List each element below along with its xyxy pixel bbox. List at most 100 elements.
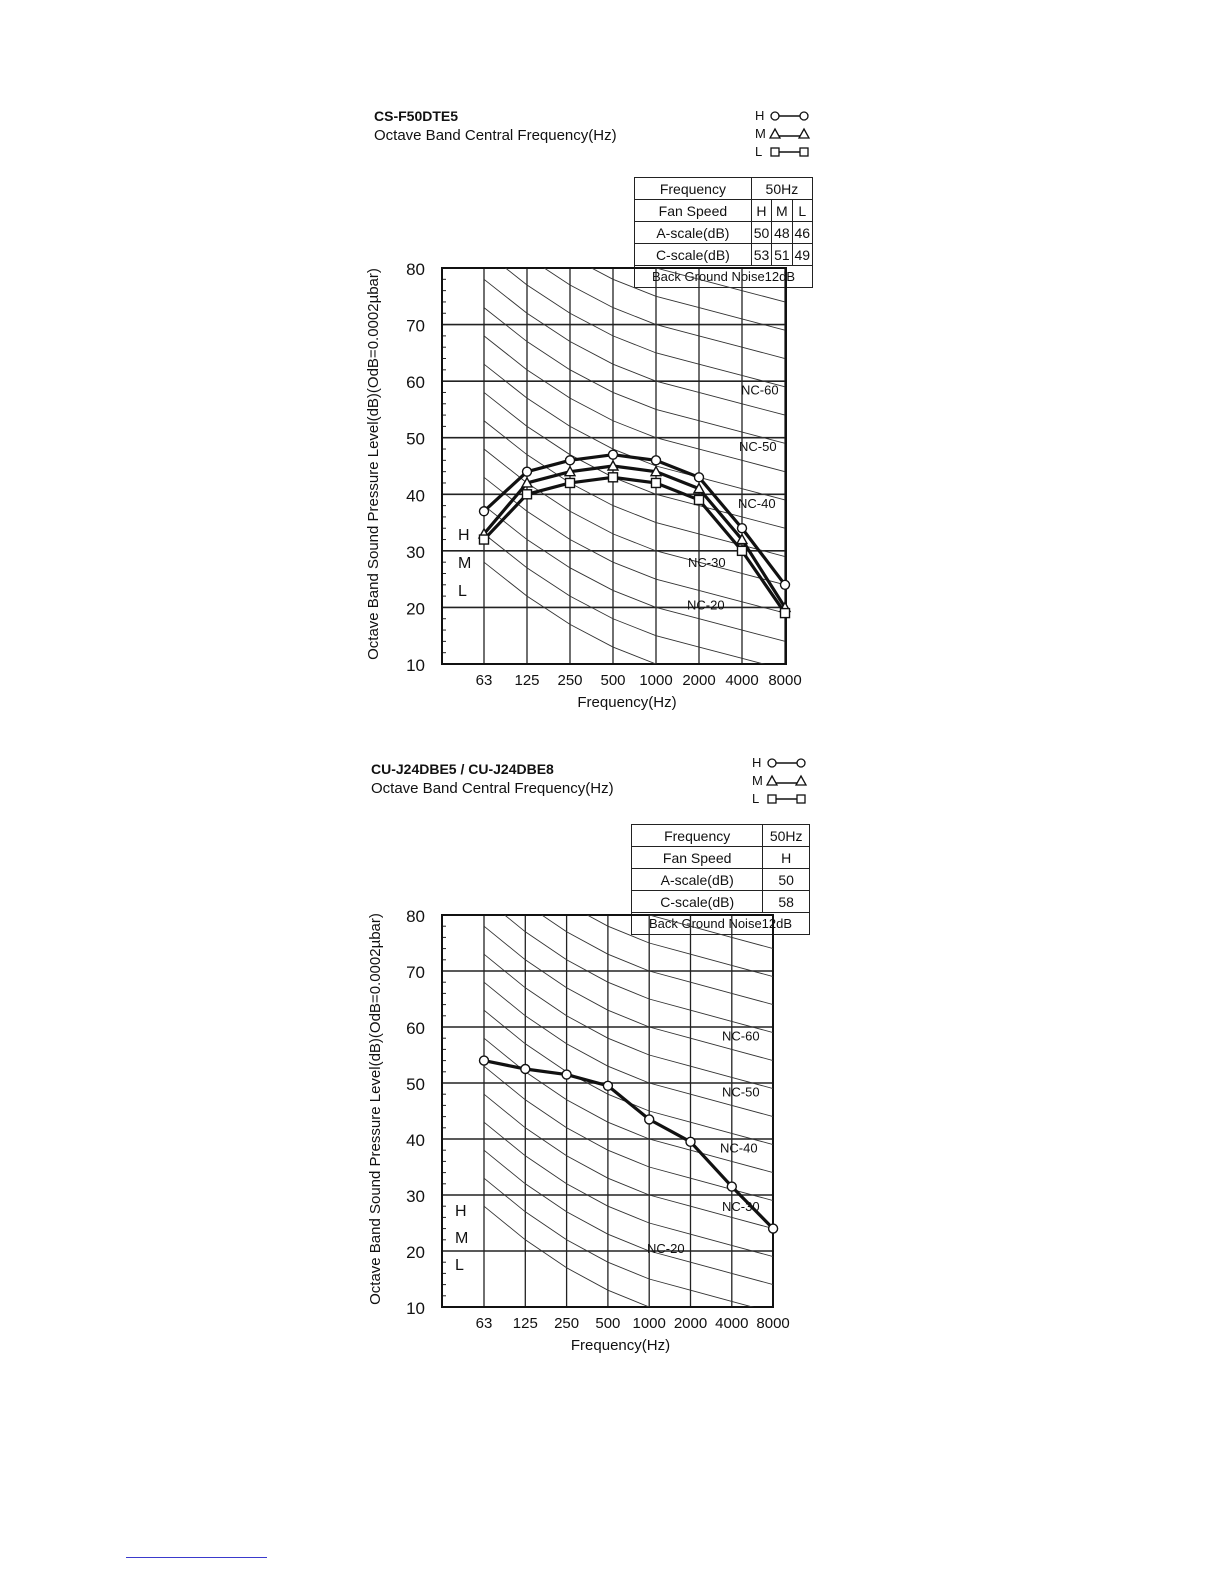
a-scale-label: A-scale(dB) bbox=[634, 221, 752, 244]
x-tick-label: 2000 bbox=[674, 1315, 707, 1332]
nc-curve bbox=[483, 981, 773, 1118]
c-scale-h: 58 bbox=[762, 890, 810, 913]
legend-item-h: H bbox=[752, 755, 812, 771]
data-point-l bbox=[693, 494, 705, 506]
legend-item-l: L bbox=[755, 144, 815, 160]
data-point-h bbox=[520, 1063, 531, 1075]
a-scale-label: A-scale(dB) bbox=[630, 868, 764, 891]
a-scale-row: A-scale(dB) 50 bbox=[630, 868, 810, 891]
y-tick-label: 80 bbox=[406, 907, 425, 926]
y-tick-label: 40 bbox=[406, 486, 425, 505]
nc-curves bbox=[483, 915, 773, 1307]
x-tick-label: 63 bbox=[476, 672, 493, 689]
nc-curve bbox=[483, 448, 786, 586]
legend-label: M bbox=[752, 773, 763, 788]
nc-curve bbox=[483, 925, 773, 1062]
nc-label: NC-50 bbox=[722, 1084, 760, 1099]
nc-curve bbox=[543, 268, 786, 359]
y-tick-label: 40 bbox=[406, 1131, 425, 1150]
nc-label: NC-40 bbox=[738, 496, 776, 511]
side-letter-h: H bbox=[455, 1203, 467, 1220]
data-point-l bbox=[779, 607, 791, 619]
a-scale-row: A-scale(dB) 50 48 46 bbox=[634, 221, 814, 244]
y-tick-label: 10 bbox=[406, 656, 425, 675]
data-point-h bbox=[478, 1055, 490, 1066]
nc-curve bbox=[483, 1037, 773, 1174]
nc-curve bbox=[483, 953, 773, 1090]
data-point-h bbox=[767, 1223, 779, 1234]
triangle-marker-icon bbox=[769, 127, 811, 139]
sound-info-table: Frequency 50Hz Fan Speed H M L A-scale(d… bbox=[634, 177, 814, 288]
legend-item-h: H bbox=[755, 108, 815, 124]
background-noise-row: Back Ground Noise12dB bbox=[631, 912, 810, 935]
sound-info-table: Frequency 50Hz Fan Speed H A-scale(dB) 5… bbox=[630, 824, 810, 935]
x-tick-label: 8000 bbox=[756, 1315, 789, 1332]
nc-curve bbox=[504, 268, 786, 388]
legend-label: L bbox=[752, 791, 760, 806]
footer-rule bbox=[126, 1557, 267, 1558]
data-point-m bbox=[735, 533, 749, 545]
data-point-h bbox=[521, 466, 533, 477]
nc-curve bbox=[541, 915, 773, 1006]
plot-top: 10 20 30 40 50 60 70 80 63 125 250 500 1000 2000 4000 8… bbox=[365, 260, 802, 711]
chart-title: CU-J24DBE5 / CU-J24DBE8 bbox=[371, 761, 554, 777]
x-axis-title: Frequency(Hz) bbox=[577, 694, 676, 711]
nc-label: NC-40 bbox=[720, 1140, 758, 1155]
nc-curve bbox=[483, 1177, 755, 1307]
y-tick-label: 70 bbox=[406, 963, 425, 982]
nc-curve bbox=[590, 268, 786, 331]
chart-title: CS-F50DTE5 bbox=[374, 108, 459, 124]
data-point-l bbox=[478, 534, 490, 545]
x-tick-label: 4000 bbox=[725, 672, 758, 689]
data-point-m bbox=[649, 465, 663, 477]
nc-curve bbox=[483, 476, 786, 614]
y-axis-title: Octave Band Sound Pressure Level(dB)(OdB… bbox=[367, 913, 384, 1305]
nc-curve bbox=[483, 1093, 773, 1230]
x-tick-label: 250 bbox=[557, 672, 582, 689]
y-tick-label: 80 bbox=[406, 260, 425, 279]
background-noise-note: Back Ground Noise12dB bbox=[631, 912, 810, 935]
nc-curves bbox=[483, 268, 786, 664]
x-tick-label: 125 bbox=[514, 672, 539, 689]
plot-bottom: 10 20 30 40 50 60 70 80 63 125 250 500 1000 2000 4000 8… bbox=[367, 907, 790, 1354]
background-noise-row: Back Ground Noise12dB bbox=[634, 265, 813, 288]
data-point-l bbox=[521, 489, 533, 500]
circle-marker-icon bbox=[770, 111, 809, 121]
side-letter-m: M bbox=[455, 1230, 468, 1247]
data-point-h bbox=[650, 455, 662, 466]
data-point-h bbox=[478, 506, 490, 517]
data-point-h bbox=[693, 472, 705, 483]
y-tick-label: 60 bbox=[406, 1019, 425, 1038]
data-point-l bbox=[607, 472, 619, 483]
legend-item-l: L bbox=[752, 791, 812, 807]
data-point-m bbox=[563, 465, 577, 477]
data-point-h bbox=[564, 455, 576, 466]
square-marker-icon bbox=[767, 794, 806, 804]
nc-label: NC-50 bbox=[739, 439, 777, 454]
a-scale-h: 50 bbox=[750, 221, 773, 244]
legend-label: H bbox=[752, 755, 762, 770]
series-line-l bbox=[482, 475, 787, 614]
chart-subtitle: Octave Band Central Frequency(Hz) bbox=[371, 780, 614, 797]
nc-curve bbox=[483, 505, 786, 642]
nc-label: NC-60 bbox=[741, 383, 779, 398]
x-tick-label: 250 bbox=[554, 1315, 579, 1332]
plot-frame bbox=[441, 267, 787, 665]
legend-label: M bbox=[755, 126, 766, 141]
x-tick-label: 1000 bbox=[639, 672, 672, 689]
frequency-row: Frequency 50Hz bbox=[630, 824, 810, 847]
x-tick-label: 500 bbox=[595, 1315, 620, 1332]
x-axis-title: Frequency(Hz) bbox=[571, 1337, 670, 1354]
y-axis-title: Octave Band Sound Pressure Level(dB)(OdB… bbox=[365, 268, 382, 660]
background-noise-note: Back Ground Noise12dB bbox=[634, 265, 813, 288]
nc-curve bbox=[503, 915, 773, 1034]
x-tick-label: 1000 bbox=[633, 1315, 666, 1332]
nc-label: NC-20 bbox=[647, 1241, 685, 1256]
x-tick-label: 2000 bbox=[682, 672, 715, 689]
side-letter-m: M bbox=[458, 555, 471, 572]
data-point-m bbox=[606, 459, 620, 471]
series-line-h bbox=[482, 453, 787, 586]
square-marker-icon bbox=[770, 147, 809, 157]
nc-curve bbox=[483, 1121, 773, 1258]
y-tick-label: 50 bbox=[406, 1075, 425, 1094]
